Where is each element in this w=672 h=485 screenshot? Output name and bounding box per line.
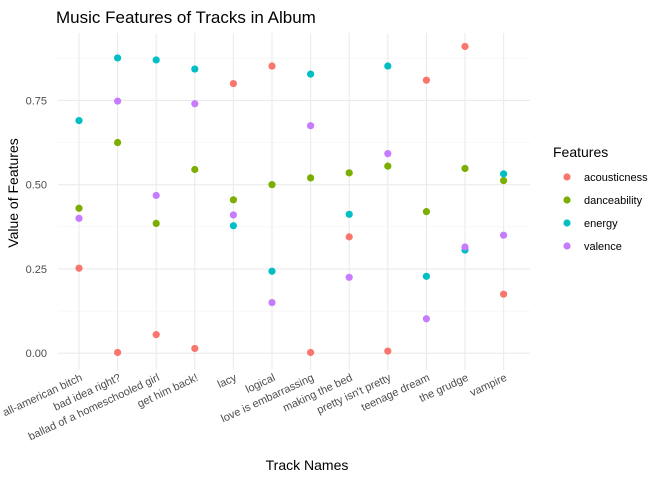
point-energy [422,272,430,280]
data-points [75,42,508,357]
legend-label-energy: energy [584,218,618,230]
legend-title: Features [553,144,608,160]
point-valence [422,315,430,323]
point-valence [268,299,276,307]
legend-label-danceability: danceability [584,195,643,207]
point-danceability [345,169,353,177]
point-energy [114,54,122,62]
point-danceability [461,164,469,173]
legend-key-valence [563,242,571,250]
legend-key-acousticness [563,173,571,181]
point-valence [307,122,315,130]
grid [58,33,530,370]
point-acousticness [152,331,160,339]
point-acousticness [422,76,430,84]
point-valence [114,97,122,105]
y-tick-label: 0.75 [26,95,47,107]
point-valence [191,100,199,108]
point-energy [75,117,83,125]
legend-key-energy [563,219,571,227]
y-tick-label: 0.50 [26,180,47,192]
point-energy [229,222,237,230]
point-danceability [191,165,199,174]
point-danceability [422,208,430,216]
point-energy [152,56,160,64]
legend-items: acousticness danceability energy valence [563,172,648,253]
y-tick-label: 0.00 [26,348,47,360]
point-energy [307,70,315,78]
chart-title: Music Features of Tracks in Album [56,8,316,27]
y-axis-title: Value of Features [5,138,21,247]
point-danceability [500,177,508,185]
point-acousticness [384,347,392,355]
point-acousticness [500,290,508,298]
point-valence [500,231,508,239]
point-acousticness [114,348,122,357]
point-energy [191,65,199,73]
point-acousticness [75,264,83,272]
point-energy [345,210,353,218]
y-tick-label: 0.25 [26,264,47,276]
legend-label-valence: valence [584,241,622,253]
x-tick-label: vampire [468,372,509,399]
point-acousticness [345,233,353,241]
point-valence [384,150,392,158]
legend-label-acousticness: acousticness [584,172,648,184]
point-valence [75,214,83,222]
point-danceability [114,138,122,147]
point-danceability [152,219,160,228]
x-tick-label: lacy [216,372,239,391]
point-acousticness [268,62,276,70]
point-danceability [268,181,276,189]
point-danceability [384,162,392,170]
y-axis-ticks: 0.00 0.25 0.50 0.75 [26,95,47,360]
legend-key-danceability [563,196,571,204]
point-danceability [229,196,237,204]
point-energy [384,62,392,70]
point-valence [152,191,160,200]
point-acousticness [191,344,199,353]
point-danceability [307,174,315,182]
legend: Features acousticness danceability energy v… [553,144,648,253]
point-valence [229,211,237,219]
point-valence [461,243,469,251]
point-energy [268,267,276,275]
point-acousticness [229,79,237,88]
point-valence [345,273,353,281]
point-energy [500,170,508,178]
point-acousticness [461,42,469,51]
point-acousticness [307,348,315,357]
x-axis-title: Track Names [266,457,349,473]
point-danceability [75,204,83,212]
